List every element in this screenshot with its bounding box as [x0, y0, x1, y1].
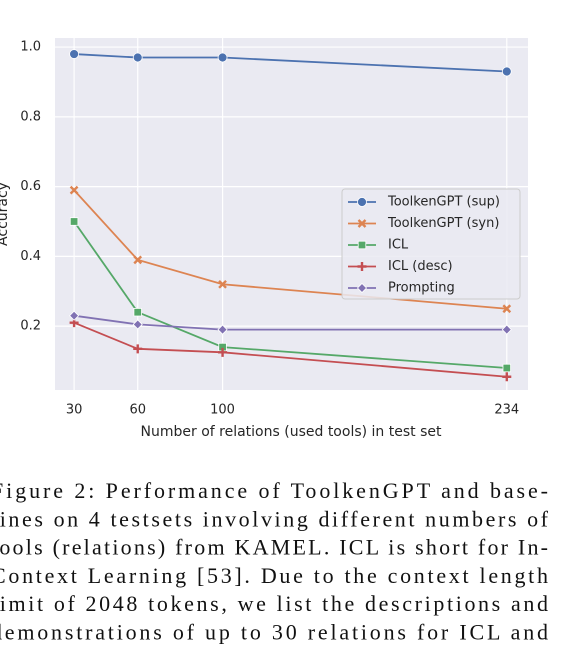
x-axis-label: Number of relations (used tools) in test… [141, 424, 442, 440]
x-tick-label: 30 [66, 403, 83, 418]
x-tick-label: 100 [210, 403, 235, 418]
legend-label: ICL [388, 238, 409, 253]
legend-label: ToolkenGPT (sup) [387, 195, 500, 210]
x-tick-label: 60 [129, 403, 146, 418]
caption-line: Figure 2: Performance of ToolkenGPT and … [0, 478, 548, 503]
legend-marker [357, 240, 367, 250]
data-point [133, 255, 143, 265]
data-point [69, 217, 79, 226]
y-tick-label: 0.4 [20, 249, 41, 264]
data-point [217, 324, 228, 335]
caption-line: Context Learning [53]. Due to the contex… [0, 563, 548, 588]
x-tick-label: 234 [494, 403, 519, 418]
data-point [133, 344, 143, 354]
legend-box [341, 188, 521, 300]
legend-label: ICL (desc) [388, 259, 453, 274]
y-tick-label: 0.6 [20, 179, 41, 194]
data-point [502, 304, 512, 314]
series-line [73, 321, 507, 378]
data-point [218, 279, 227, 289]
series-line [73, 314, 507, 331]
y-tick-label: 1.0 [20, 40, 41, 55]
caption-line: limit of 2048 tokens, we list the descri… [0, 591, 548, 616]
data-point [501, 324, 512, 335]
data-point [218, 347, 228, 357]
data-point [133, 308, 142, 317]
data-point [69, 185, 79, 195]
legend-marker [357, 197, 367, 207]
legend-marker [356, 282, 368, 294]
data-point [132, 52, 143, 63]
data-point [502, 363, 511, 373]
series-line [73, 220, 507, 369]
legend-label: Prompting [388, 281, 455, 296]
legend-marker [357, 219, 367, 228]
data-point [501, 66, 512, 77]
data-point [502, 372, 512, 382]
legend-label: ToolkenGPT (syn) [387, 216, 499, 231]
legend: ToolkenGPT (sup) ToolkenGPT (syn) ICL ICL (… [341, 188, 521, 300]
caption-line: tools (relations) from KAMEL. ICL is sho… [0, 535, 548, 560]
data-point [69, 49, 79, 59]
series-line [74, 53, 507, 73]
data-point [132, 319, 143, 330]
legend-marker [357, 262, 367, 271]
data-point [69, 310, 80, 321]
y-axis-label: Accuracy [0, 182, 11, 246]
data-point [217, 52, 228, 63]
y-tick-label: 0.2 [20, 319, 41, 334]
caption-line: lines on 4 testsets involving different … [0, 506, 549, 531]
y-tick-label: 0.8 [20, 109, 41, 124]
